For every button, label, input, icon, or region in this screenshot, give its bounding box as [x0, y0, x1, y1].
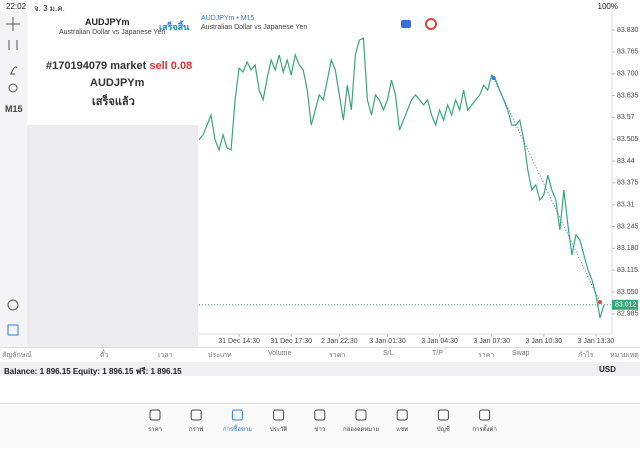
panel-empty: [27, 125, 198, 347]
nav-item[interactable]: แชท: [396, 427, 409, 433]
currency: USD: [599, 365, 616, 374]
x-tick-label: 3 Jan 07:30: [473, 338, 510, 345]
nav-item[interactable]: ข่าว: [314, 427, 326, 433]
toolbar-icons: [6, 17, 20, 336]
nav-icon: [231, 409, 243, 421]
trade-close: [597, 300, 602, 305]
y-tick-label: 83.830: [617, 27, 639, 34]
current-price-box: [612, 299, 638, 310]
y-tick-label: 83.180: [617, 245, 639, 252]
column-header: ราคา: [478, 352, 495, 359]
chart: AUDJPYm • M15 Australian Dollar vs Japan…: [199, 12, 639, 345]
symbol-description: Australian Dollar vs Japanese Yen: [59, 29, 166, 36]
y-tick-label: 83.050: [617, 289, 639, 296]
y-tick-label: 83.375: [617, 180, 639, 187]
nav-item[interactable]: การตั้งค่า: [472, 427, 497, 433]
y-tick-label: 82.985: [617, 311, 639, 318]
status-time: 22:02: [6, 2, 27, 11]
current-price-label: 83.012: [615, 302, 637, 309]
column-header: ราคา: [329, 352, 346, 359]
order-status: เสร็จแล้ว: [92, 96, 135, 108]
y-tick-label: 83.245: [617, 223, 639, 230]
x-tick-label: 3 Jan 13:30: [578, 338, 615, 345]
objects-icon[interactable]: [8, 83, 18, 93]
y-tick-label: 83.635: [617, 92, 639, 99]
chart-button[interactable]: [425, 18, 437, 30]
nav-icon: [396, 409, 408, 421]
new-order-icon[interactable]: [7, 324, 19, 336]
crosshair-icon[interactable]: [6, 17, 20, 31]
timeframe[interactable]: M15: [5, 104, 23, 114]
column-header: สัญลักษณ์: [2, 352, 32, 359]
nav-item[interactable]: ราคา: [148, 427, 162, 433]
indicator-icon[interactable]: [8, 40, 18, 50]
nav-icon: [273, 409, 285, 421]
y-tick-label: 83.115: [617, 267, 638, 274]
order-side: sell 0.08: [149, 60, 193, 72]
balance: Balance: 1 896.15 Equity: 1 896.15 ฟรี: …: [4, 367, 182, 376]
done-button[interactable]: เสร็จสิ้น: [159, 22, 190, 32]
nav-icon: [149, 409, 161, 421]
order-text: #170194079 market: [46, 60, 147, 72]
column-header: หมายเหตุ: [610, 352, 639, 359]
nav-icon: [355, 409, 367, 421]
column-header: ประเภท: [208, 352, 232, 359]
function-icon[interactable]: [10, 66, 18, 75]
table-header: สัญลักษณ์ ตั๋ว เวลา ประเภท Volume ราคา S/L T/P ร…: [0, 347, 640, 362]
nav-item[interactable]: บัญชี: [436, 427, 450, 433]
status-date: จ. 3 ม.ค.: [34, 4, 65, 13]
status-battery: 100%: [597, 2, 618, 11]
column-header: S/L: [383, 350, 394, 357]
nav-icon: [190, 409, 202, 421]
y-tick-label: 83.505: [617, 136, 639, 143]
balance-row: [0, 362, 640, 376]
column-header: T/P: [432, 350, 443, 357]
nav-icons: [149, 409, 491, 421]
trade-open: [491, 76, 496, 81]
nav-icon: [314, 409, 326, 421]
column-header: Swap: [512, 350, 530, 357]
chart-button[interactable]: [401, 20, 411, 28]
column-header: ตั๋ว: [100, 352, 109, 359]
y-tick-label: 83.700: [617, 71, 639, 78]
nav-icon: [479, 409, 491, 421]
x-tick-label: 31 Dec 14:30: [218, 338, 260, 345]
y-tick-label: 83.765: [617, 49, 639, 56]
symbol-panel: [27, 12, 198, 125]
zoom-icon[interactable]: [7, 299, 19, 311]
y-tick-label: 83.44: [617, 158, 635, 165]
column-header: กำไร: [578, 352, 594, 359]
left-toolbar: [0, 12, 27, 347]
price-line: [199, 37, 605, 319]
column-header: Volume: [268, 350, 292, 357]
nav-item[interactable]: การซื้อขาย: [222, 427, 252, 433]
nav-icon: [437, 409, 449, 421]
bottom-nav: ราคา กราฟ การซื้อขาย ประวัติ ข่าว กล่องจดหมาย…: [0, 403, 640, 448]
x-tick-label: 31 Dec 17:30: [270, 338, 312, 345]
chart-title: AUDJPYm • M15: [201, 15, 255, 22]
trade-line: [493, 77, 601, 303]
chart-subtitle: Australian Dollar vs Japanese Yen: [201, 24, 307, 31]
column-header: เวลา: [158, 352, 173, 359]
nav-item[interactable]: กล่องจดหมาย: [342, 427, 380, 433]
nav-item[interactable]: ประวัติ: [269, 427, 288, 433]
x-tick-label: 3 Jan 10:30: [526, 338, 563, 345]
nav-item[interactable]: กราฟ: [188, 427, 204, 433]
y-tick-label: 83.31: [617, 202, 635, 209]
y-tick-label: 83.57: [617, 114, 635, 121]
symbol[interactable]: AUDJPYm: [85, 17, 130, 27]
x-tick-label: 3 Jan 04:30: [421, 338, 458, 345]
x-tick-label: 3 Jan 01:30: [369, 338, 406, 345]
x-tick-label: 2 Jan 22:30: [321, 338, 358, 345]
order-symbol: AUDJPYm: [90, 77, 145, 89]
